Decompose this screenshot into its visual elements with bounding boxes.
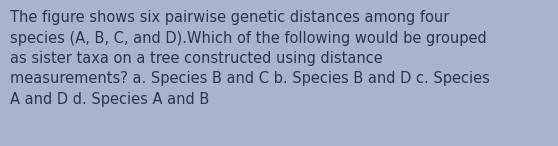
Text: The figure shows six pairwise genetic distances among four
species (A, B, C, and: The figure shows six pairwise genetic di… <box>10 10 490 107</box>
